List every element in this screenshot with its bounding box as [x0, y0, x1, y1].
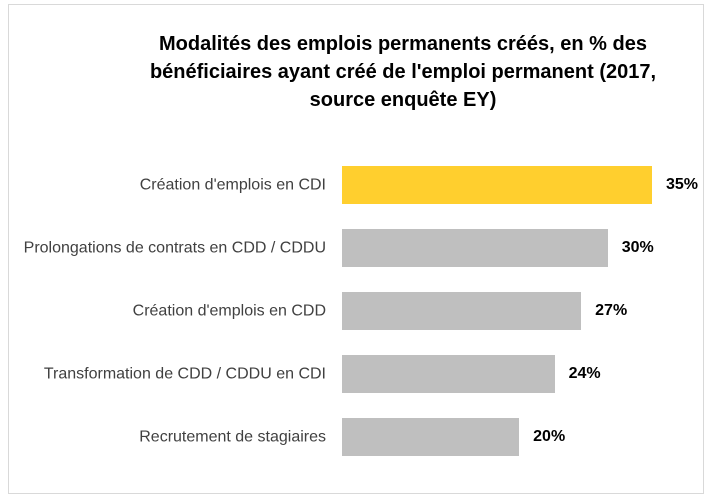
category-label: Prolongations de contrats en CDD / CDDU [23, 239, 326, 257]
category-label-box: Transformation de CDD / CDDU en CDI [10, 364, 326, 385]
bar [342, 229, 608, 267]
value-label: 30% [621, 239, 654, 256]
category-label: Transformation de CDD / CDDU en CDI [43, 365, 326, 383]
value-label: 35% [666, 176, 699, 193]
category-label-box: Recrutement de stagiaires [10, 427, 326, 448]
chart-title: Modalités des emplois permanents créés, … [149, 33, 657, 111]
category-label-box: Création d'emplois en CDI [10, 175, 326, 196]
category-label-box: Prolongations de contrats en CDD / CDDU [10, 238, 326, 259]
chart-frame [8, 4, 704, 494]
value-label: 27% [595, 302, 628, 319]
value-label: 24% [568, 365, 601, 382]
category-label-box: Création d'emplois en CDD [10, 301, 326, 322]
category-label: Création d'emplois en CDD [132, 302, 326, 320]
value-label: 20% [533, 428, 566, 445]
category-label: Création d'emplois en CDI [139, 176, 326, 194]
category-label: Recrutement de stagiaires [139, 428, 326, 446]
bar [342, 355, 555, 393]
bar [342, 166, 652, 204]
bar [342, 292, 582, 330]
bar [342, 418, 520, 456]
